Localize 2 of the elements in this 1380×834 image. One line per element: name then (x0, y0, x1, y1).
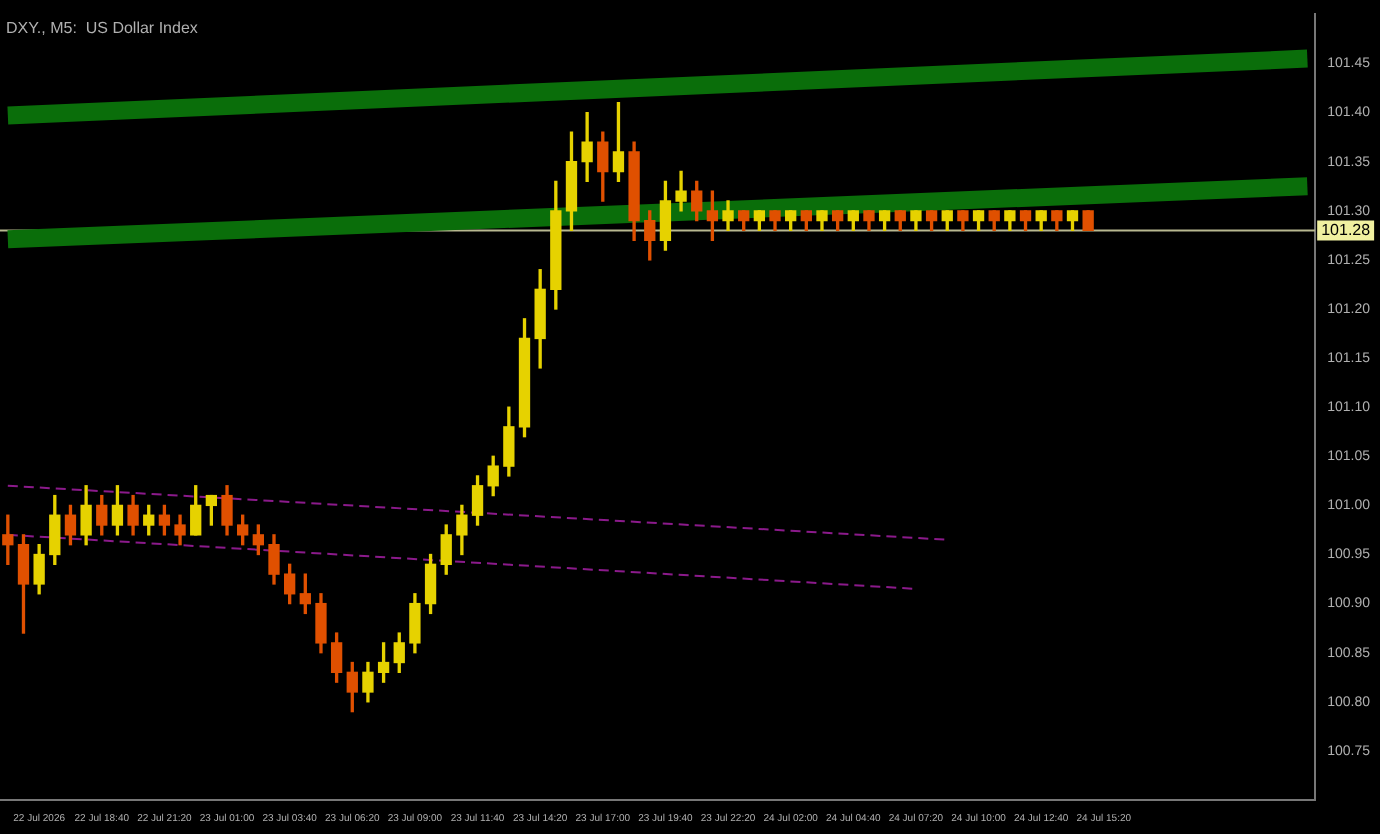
ref-line-label: 101.28 (1321, 220, 1372, 239)
chart-title: DXY., M5: US Dollar Index (6, 18, 198, 37)
